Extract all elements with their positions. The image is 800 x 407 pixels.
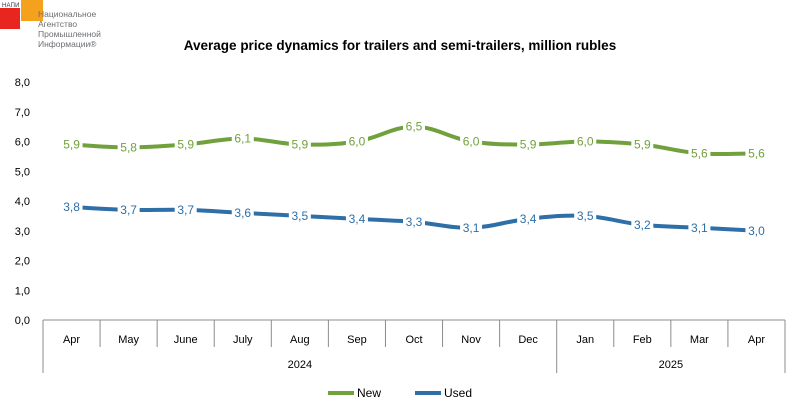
logo-abbreviation: НАПИ [2, 3, 20, 9]
data-label-bg [688, 145, 711, 161]
y-tick-label: 5,0 [15, 166, 30, 178]
data-label-used: 3,5 [577, 209, 594, 223]
logo-name-line: Агентство [38, 19, 78, 29]
y-tick-label: 4,0 [15, 196, 30, 208]
data-label-new: 5,6 [748, 146, 765, 160]
data-label-bg [288, 207, 311, 223]
x-tick-label: Jan [576, 334, 594, 346]
data-label-bg [174, 136, 197, 152]
x-tick-label: Apr [748, 334, 765, 346]
napi-logo: НАПИ Национальное Агентство Промышленной… [0, 0, 110, 56]
data-label-bg [460, 133, 483, 149]
x-tick-label: Aug [290, 334, 310, 346]
data-label-new: 6,0 [349, 135, 366, 149]
x-tick-label: Feb [633, 334, 652, 346]
data-label-used: 3,0 [748, 224, 765, 238]
data-label-bg [60, 136, 83, 152]
data-label-bg [174, 201, 197, 217]
data-label-new: 5,8 [120, 140, 137, 154]
data-label-bg [403, 213, 425, 229]
x-group-label: 2025 [659, 359, 683, 371]
data-label-new: 5,9 [520, 137, 537, 151]
logo-name-line: Национальное [38, 9, 97, 19]
chart-title: Average price dynamics for trailers and … [183, 38, 617, 53]
data-label-bg [460, 219, 483, 235]
data-label-new: 5,9 [63, 137, 80, 151]
data-label-new: 6,0 [577, 135, 594, 149]
data-label-new: 5,9 [292, 137, 309, 151]
y-tick-label: 3,0 [15, 226, 30, 238]
x-tick-label: Oct [405, 334, 422, 346]
legend-label-used: Used [444, 386, 472, 400]
data-label-bg [231, 130, 254, 146]
data-label-bg [574, 133, 597, 149]
data-label-bg [345, 210, 368, 226]
data-label-used: 3,4 [520, 212, 537, 226]
y-tick-label: 0,0 [15, 315, 30, 327]
logo-name-line: Информации® [38, 39, 97, 49]
x-tick-label: May [118, 334, 139, 346]
data-label-new: 6,0 [463, 135, 480, 149]
data-label-bg [117, 139, 140, 155]
y-tick-label: 7,0 [15, 107, 30, 119]
data-label-bg [631, 216, 654, 232]
data-label-bg [231, 204, 254, 220]
data-label-bg [345, 133, 368, 149]
legend-label-new: New [357, 386, 381, 400]
data-label-used: 3,1 [463, 221, 480, 235]
data-label-bg [517, 136, 540, 152]
data-label-bg [403, 118, 425, 134]
x-tick-label: Sep [347, 334, 367, 346]
data-label-used: 3,8 [63, 200, 80, 214]
data-label-bg [688, 219, 711, 235]
data-label-bg [60, 198, 83, 214]
x-tick-label: Apr [63, 334, 80, 346]
data-label-used: 3,7 [177, 203, 194, 217]
data-label-bg [745, 145, 768, 161]
data-label-bg [117, 201, 140, 217]
x-tick-label: Nov [461, 334, 481, 346]
x-group-label: 2024 [288, 359, 312, 371]
x-tick-label: Mar [690, 334, 709, 346]
logo-orange-square [21, 0, 43, 21]
x-tick-label: Dec [518, 334, 538, 346]
y-tick-label: 2,0 [15, 256, 30, 268]
data-label-used: 3,1 [691, 221, 708, 235]
y-tick-label: 8,0 [15, 77, 30, 89]
data-label-new: 5,6 [691, 146, 708, 160]
data-label-used: 3,7 [120, 203, 137, 217]
data-label-bg [288, 136, 311, 152]
data-label-new: 6,5 [406, 120, 423, 134]
data-label-bg [517, 210, 540, 226]
logo-name: Национальное Агентство Промышленной Инфо… [38, 9, 118, 49]
data-label-new: 5,9 [177, 137, 194, 151]
data-label-bg [574, 207, 597, 223]
y-tick-label: 6,0 [15, 137, 30, 149]
data-label-new: 6,1 [234, 132, 251, 146]
data-label-new: 5,9 [634, 137, 651, 151]
data-label-used: 3,5 [292, 209, 309, 223]
data-label-bg [745, 222, 768, 238]
data-label-used: 3,6 [234, 206, 251, 220]
x-tick-label: June [174, 334, 198, 346]
data-label-bg [631, 136, 654, 152]
x-tick-label: July [233, 334, 253, 346]
logo-name-line: Промышленной [38, 29, 101, 39]
data-label-used: 3,4 [349, 212, 366, 226]
data-label-used: 3,3 [406, 215, 423, 229]
data-label-used: 3,2 [634, 218, 651, 232]
logo-red-square [0, 8, 20, 29]
y-tick-label: 1,0 [15, 285, 30, 297]
